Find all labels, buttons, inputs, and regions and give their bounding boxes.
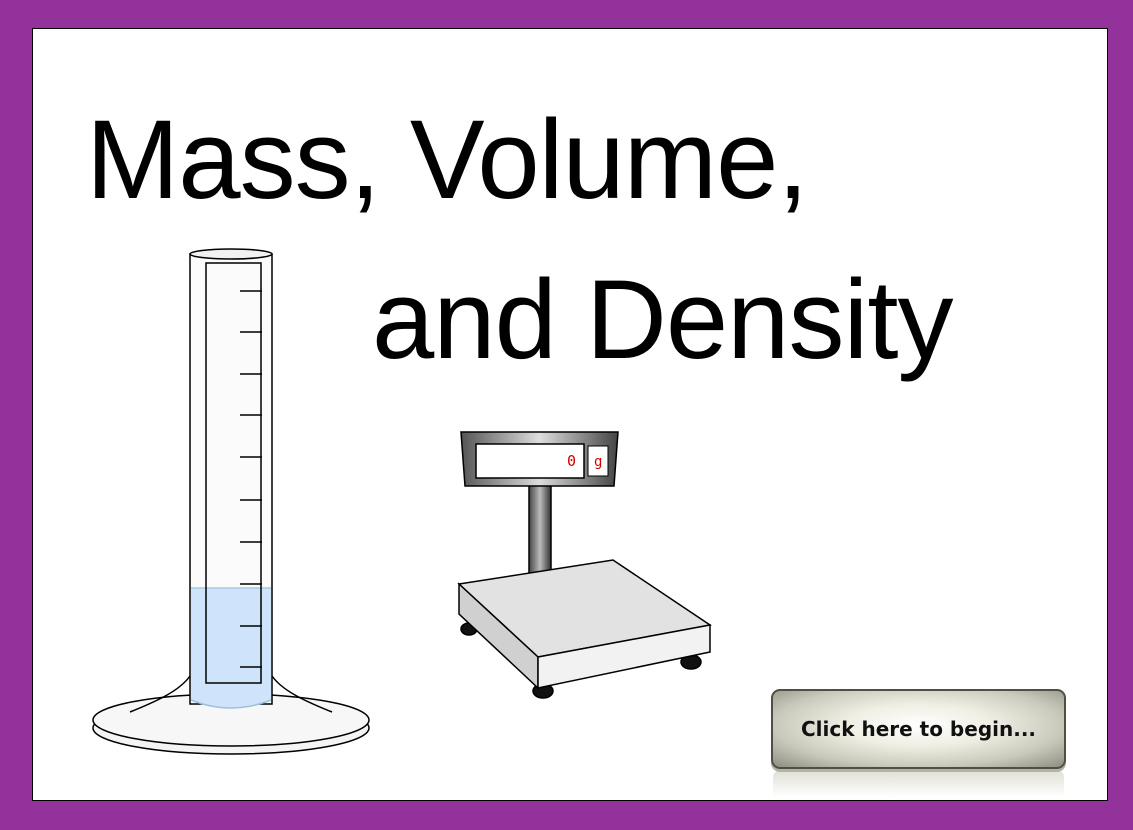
title-line-2: and Density <box>372 257 953 382</box>
graduated-cylinder-icon <box>92 248 370 755</box>
begin-button-reflection <box>773 771 1064 797</box>
begin-button[interactable]: Click here to begin... <box>771 689 1066 769</box>
title-line-1: Mass, Volume, <box>86 97 809 222</box>
scale-reading: 0 <box>567 452 577 470</box>
digital-scale-icon <box>457 431 712 699</box>
scale-unit: g <box>594 454 603 470</box>
begin-button-label: Click here to begin... <box>800 717 1037 741</box>
